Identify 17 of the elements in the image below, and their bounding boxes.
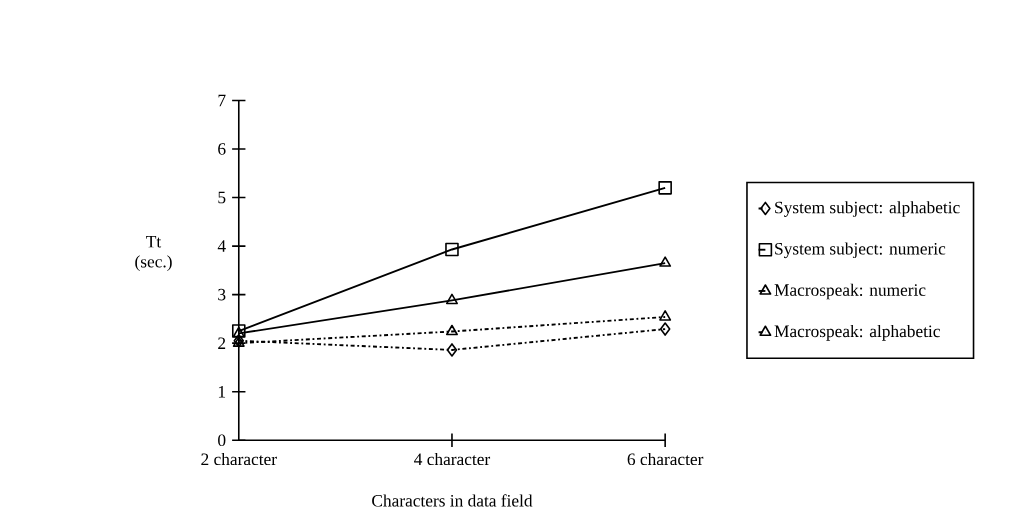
legend-label: Macrospeak: alphabetic [774, 324, 940, 341]
y-tick-label: 5 [218, 191, 226, 204]
y-tick-label: 4 [217, 240, 226, 252]
x-axis-title: Characters in data field [372, 494, 533, 507]
legend-label: System subject: numeric [775, 242, 946, 258]
y-tick-label: 0 [218, 434, 226, 446]
legend-label: Macrospeak: numeric [774, 283, 926, 300]
y-axis-title: Tt (sec.) [135, 235, 172, 271]
x-tick-label: 2 character [201, 452, 277, 465]
x-tick-label: 6 character [627, 452, 704, 465]
y-tick-label: 3 [218, 288, 226, 301]
legend-label: System subject: alphabetic [775, 200, 960, 217]
y-tick-label: 6 [218, 143, 226, 155]
y-tick-label: 1 [218, 385, 226, 398]
x-tick-label: 4 character [414, 452, 491, 465]
y-tick-label: 7 [218, 94, 226, 106]
y-tick-label: 2 [218, 337, 226, 349]
